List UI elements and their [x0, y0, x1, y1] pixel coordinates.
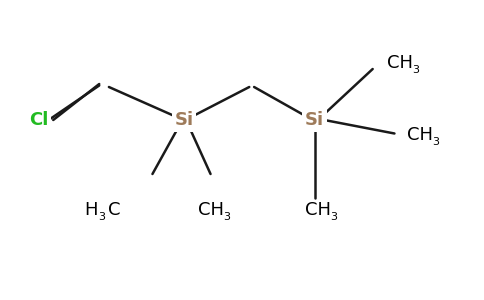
Text: Si: Si	[174, 111, 194, 129]
Text: 3: 3	[412, 64, 419, 75]
Text: Si: Si	[305, 111, 324, 129]
Text: C: C	[108, 201, 121, 219]
Text: CH: CH	[407, 126, 433, 144]
Text: H: H	[85, 201, 98, 219]
Text: Cl: Cl	[29, 111, 48, 129]
Text: CH: CH	[198, 201, 225, 219]
Text: 3: 3	[98, 212, 105, 222]
Text: CH: CH	[305, 201, 331, 219]
Text: 3: 3	[330, 212, 337, 222]
Text: 3: 3	[432, 136, 439, 147]
Text: 3: 3	[224, 212, 230, 222]
Text: CH: CH	[387, 54, 413, 72]
